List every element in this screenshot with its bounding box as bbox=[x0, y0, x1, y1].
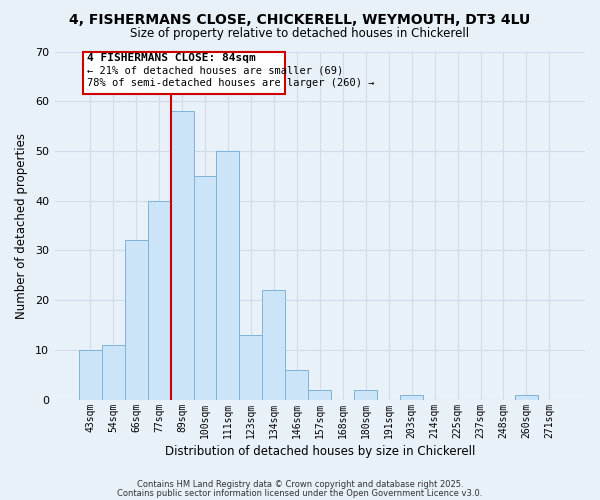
Bar bbox=[239, 335, 262, 400]
Text: 78% of semi-detached houses are larger (260) →: 78% of semi-detached houses are larger (… bbox=[87, 78, 374, 88]
Bar bbox=[101, 345, 125, 400]
Text: Contains public sector information licensed under the Open Government Licence v3: Contains public sector information licen… bbox=[118, 488, 482, 498]
X-axis label: Distribution of detached houses by size in Chickerell: Distribution of detached houses by size … bbox=[164, 444, 475, 458]
Bar bbox=[217, 151, 239, 400]
Bar bbox=[308, 390, 331, 400]
Text: Contains HM Land Registry data © Crown copyright and database right 2025.: Contains HM Land Registry data © Crown c… bbox=[137, 480, 463, 489]
Bar bbox=[79, 350, 101, 400]
Bar bbox=[515, 394, 538, 400]
Text: 4, FISHERMANS CLOSE, CHICKERELL, WEYMOUTH, DT3 4LU: 4, FISHERMANS CLOSE, CHICKERELL, WEYMOUT… bbox=[70, 12, 530, 26]
Bar bbox=[194, 176, 217, 400]
Text: ← 21% of detached houses are smaller (69): ← 21% of detached houses are smaller (69… bbox=[87, 66, 343, 76]
Bar bbox=[354, 390, 377, 400]
Y-axis label: Number of detached properties: Number of detached properties bbox=[15, 132, 28, 318]
FancyBboxPatch shape bbox=[83, 52, 286, 94]
Bar bbox=[125, 240, 148, 400]
Text: 4 FISHERMANS CLOSE: 84sqm: 4 FISHERMANS CLOSE: 84sqm bbox=[87, 53, 256, 63]
Bar bbox=[262, 290, 286, 400]
Bar bbox=[286, 370, 308, 400]
Text: Size of property relative to detached houses in Chickerell: Size of property relative to detached ho… bbox=[130, 28, 470, 40]
Bar bbox=[148, 200, 170, 400]
Bar bbox=[400, 394, 423, 400]
Bar bbox=[170, 111, 194, 400]
